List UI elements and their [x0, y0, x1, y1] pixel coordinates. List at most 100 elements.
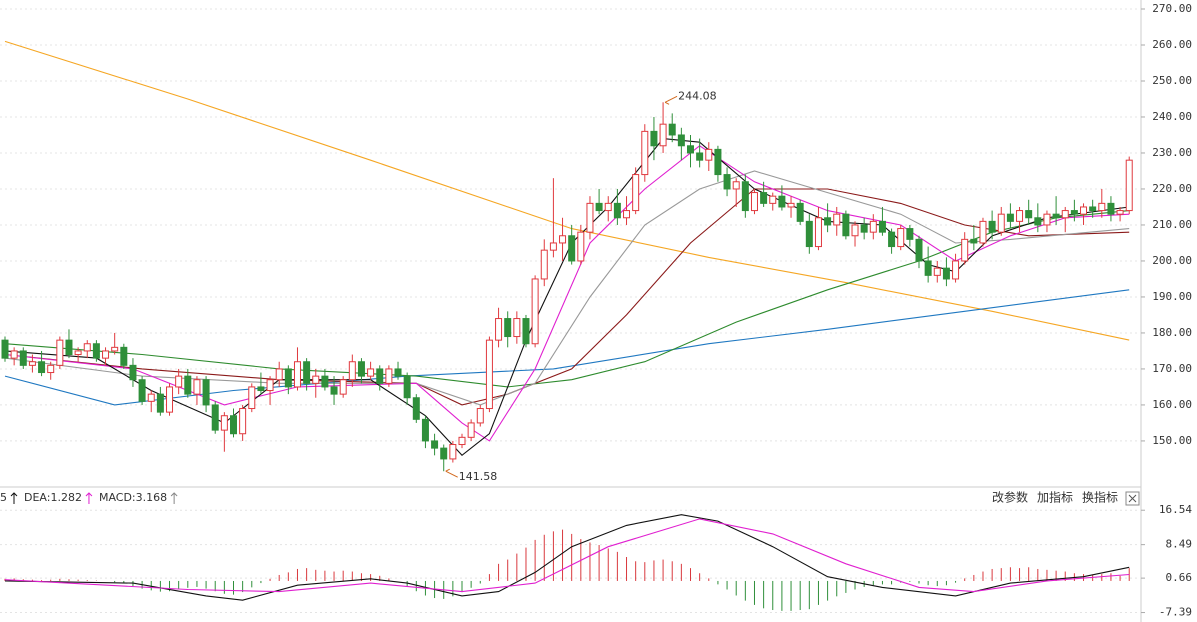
candle-body — [275, 368, 283, 381]
candle-body — [83, 343, 91, 352]
candle-body — [156, 393, 164, 413]
candle-body — [723, 174, 731, 190]
candle-body — [495, 318, 503, 341]
annotation-label: 244.08 — [678, 89, 717, 102]
candle-body — [1, 339, 9, 359]
candle-body — [659, 123, 667, 147]
candle-body — [440, 447, 448, 460]
candle-body — [28, 361, 36, 366]
y-tick-label: 270.00 — [1152, 2, 1192, 15]
candle-body — [266, 379, 274, 392]
candle-body — [1125, 159, 1133, 212]
y-tick-label: 210.00 — [1152, 218, 1192, 231]
y-tick-label: 0.66 — [1166, 571, 1193, 584]
annotation-arrow — [664, 95, 678, 105]
candle-body — [906, 228, 914, 240]
candle-body — [623, 210, 631, 219]
candle-body — [860, 224, 868, 233]
candle-body — [869, 220, 877, 233]
y-tick-label: 190.00 — [1152, 290, 1192, 303]
candle-body — [293, 361, 301, 388]
candle-body — [248, 386, 256, 410]
candle-body — [403, 375, 411, 399]
y-tick-label: 240.00 — [1152, 110, 1192, 123]
annotation-label: 141.58 — [459, 470, 498, 483]
annotation-arrow — [445, 468, 458, 478]
candle-body — [421, 418, 429, 442]
candle-body — [641, 130, 649, 176]
candle-body — [376, 368, 384, 384]
candle-body — [549, 242, 557, 251]
ma-line — [4, 514, 1130, 601]
candle-body — [357, 361, 365, 377]
candle-body — [1061, 210, 1069, 219]
candle-body — [824, 217, 832, 226]
candle-body — [805, 220, 813, 248]
candle-body — [367, 368, 375, 377]
candle-body — [604, 202, 612, 212]
ma-line — [4, 518, 1130, 593]
candle-body — [952, 260, 960, 280]
candle-body — [1098, 202, 1106, 212]
candle-body — [211, 404, 219, 431]
toolbar-button[interactable]: 改参数 — [992, 490, 1028, 505]
close-button[interactable] — [1125, 491, 1140, 506]
candle-body — [485, 339, 493, 410]
candle-body — [650, 130, 658, 147]
candle-body — [166, 386, 174, 413]
candle-body — [312, 375, 320, 384]
trend-arrow — [10, 492, 18, 504]
candle-body — [239, 408, 247, 435]
y-tick-label: 220.00 — [1152, 182, 1192, 195]
y-tick-label: 8.49 — [1166, 538, 1193, 551]
candle-body — [385, 368, 393, 384]
candle-body — [613, 202, 621, 219]
candle-body — [330, 386, 338, 395]
candle-body — [220, 415, 228, 431]
toolbar-button[interactable]: 换指标 — [1082, 490, 1118, 505]
indicator-label: DEA:1.282 — [24, 491, 82, 504]
candle-body — [760, 192, 768, 204]
candle-body — [56, 339, 64, 366]
candle-body — [202, 379, 210, 406]
candle-body — [842, 213, 850, 237]
candle-body — [467, 422, 475, 438]
candle-body — [833, 213, 841, 226]
candle-body — [339, 379, 347, 395]
candle-body — [284, 368, 292, 388]
candle-body — [449, 444, 457, 460]
candle-body — [559, 235, 567, 244]
toolbar-button[interactable]: 加指标 — [1037, 490, 1073, 505]
candle-body — [696, 152, 704, 161]
candle-body — [577, 231, 585, 262]
indicator-label: MACD:3.168 — [99, 491, 167, 504]
candle-body — [92, 343, 100, 359]
candle-body — [19, 350, 27, 366]
candle-body — [970, 238, 978, 244]
candle-body — [933, 267, 941, 276]
candle-body — [147, 393, 155, 402]
candle-body — [1043, 213, 1051, 226]
candle-body — [412, 397, 420, 420]
candle-body — [595, 202, 603, 212]
candle-body — [741, 181, 749, 212]
candle-body — [348, 361, 356, 381]
candle-body — [138, 379, 146, 402]
candle-body — [1080, 206, 1088, 215]
y-tick-label: 260.00 — [1152, 38, 1192, 51]
y-tick-label: 230.00 — [1152, 146, 1192, 159]
candle-body — [1025, 210, 1033, 219]
candle-body — [230, 415, 237, 435]
candle-body — [38, 361, 46, 374]
y-tick-label: -7.39 — [1159, 606, 1192, 619]
candle-body — [750, 192, 758, 212]
trend-arrow — [85, 492, 93, 504]
candle-body — [677, 134, 685, 147]
y-tick-label: 150.00 — [1152, 434, 1192, 447]
candle-body — [504, 318, 512, 338]
candle-body — [851, 224, 859, 237]
candle-body — [961, 238, 969, 262]
candle-body — [979, 220, 987, 244]
